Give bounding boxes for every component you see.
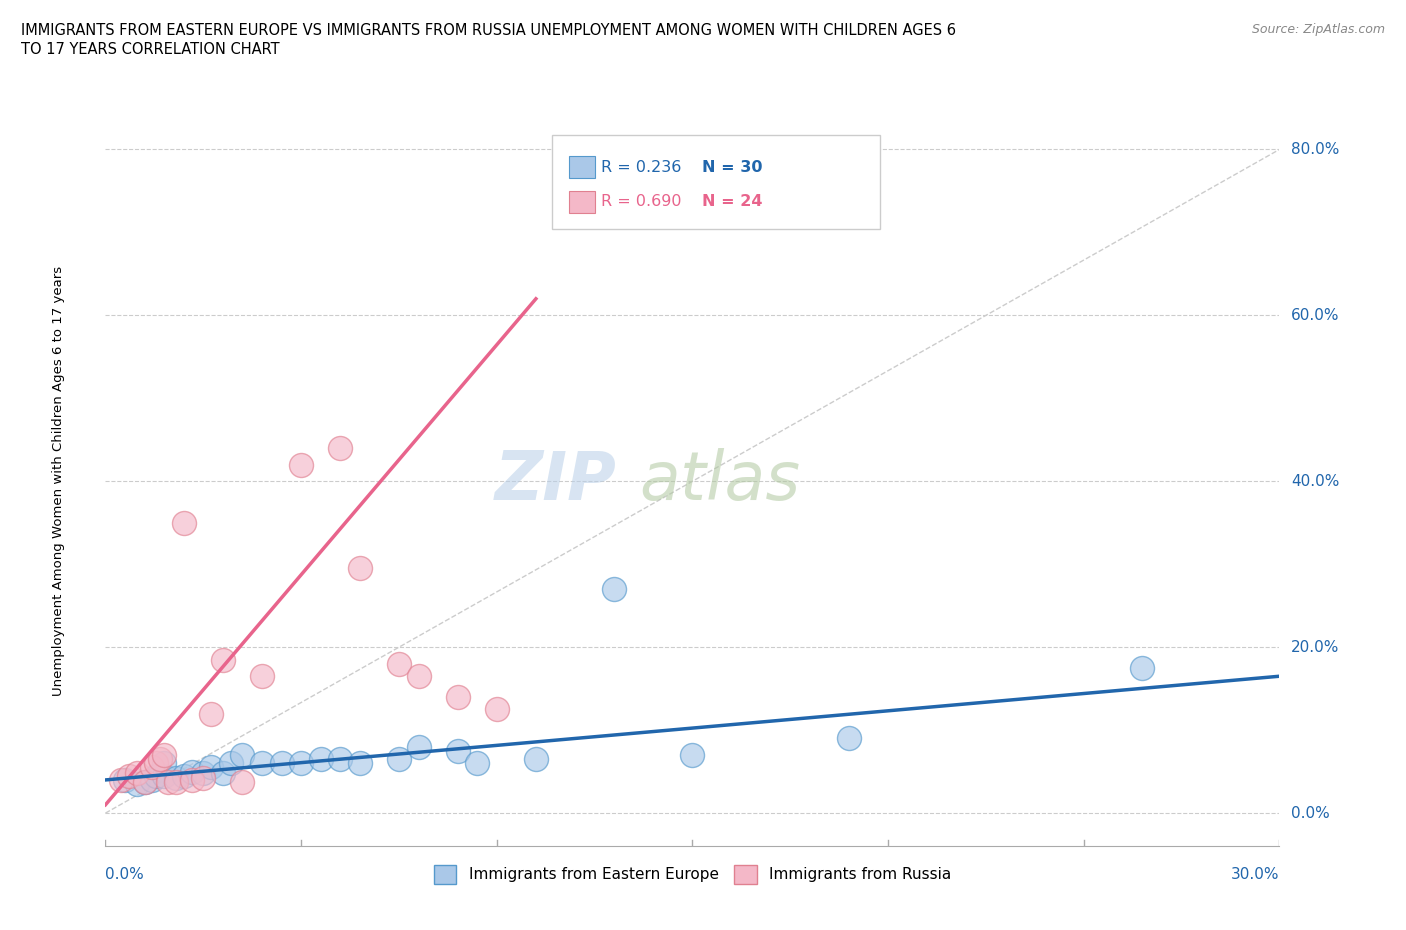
FancyBboxPatch shape: [551, 135, 880, 230]
Point: [408, 739, 430, 754]
Point: [110, 773, 132, 788]
Point: [153, 768, 176, 783]
Text: Source: ZipAtlas.com: Source: ZipAtlas.com: [1251, 23, 1385, 36]
Point: [250, 669, 273, 684]
Point: [388, 657, 411, 671]
Text: 80.0%: 80.0%: [1291, 142, 1340, 157]
Text: 40.0%: 40.0%: [1291, 473, 1340, 489]
Point: [349, 561, 371, 576]
Bar: [569, 156, 595, 179]
Point: [153, 756, 176, 771]
Text: N = 30: N = 30: [702, 160, 762, 175]
Point: [141, 760, 163, 775]
Text: N = 24: N = 24: [702, 194, 762, 209]
Point: [408, 669, 430, 684]
Point: [231, 774, 253, 789]
Point: [309, 751, 332, 766]
Point: [157, 774, 180, 789]
Point: [682, 748, 704, 763]
Point: [125, 777, 148, 791]
Point: [329, 441, 352, 456]
Point: [180, 764, 202, 779]
Point: [173, 768, 195, 783]
Text: 60.0%: 60.0%: [1291, 308, 1340, 323]
Point: [125, 766, 148, 781]
Point: [388, 751, 411, 766]
Point: [134, 774, 156, 789]
Point: [524, 751, 547, 766]
Point: [447, 743, 470, 758]
Text: TO 17 YEARS CORRELATION CHART: TO 17 YEARS CORRELATION CHART: [21, 42, 280, 57]
Point: [145, 756, 167, 771]
Point: [173, 515, 195, 530]
Text: atlas: atlas: [640, 448, 801, 514]
Text: R = 0.690: R = 0.690: [600, 194, 682, 209]
Point: [200, 706, 222, 721]
Point: [165, 771, 187, 786]
Point: [329, 751, 352, 766]
Point: [141, 773, 163, 788]
Point: [134, 774, 156, 789]
Point: [180, 773, 202, 788]
Point: [603, 581, 626, 596]
Point: [447, 689, 470, 704]
Point: [465, 756, 488, 771]
Point: [290, 458, 312, 472]
Text: ZIP: ZIP: [495, 448, 616, 514]
Legend: Immigrants from Eastern Europe, Immigrants from Russia: Immigrants from Eastern Europe, Immigran…: [427, 859, 957, 890]
Point: [149, 751, 172, 766]
Point: [250, 756, 273, 771]
Point: [153, 748, 176, 763]
Point: [200, 760, 222, 775]
Point: [145, 768, 167, 783]
Point: [193, 766, 215, 781]
Point: [1132, 660, 1154, 675]
Text: 0.0%: 0.0%: [1291, 805, 1330, 820]
Point: [270, 756, 292, 771]
Point: [219, 756, 242, 771]
Text: Unemployment Among Women with Children Ages 6 to 17 years: Unemployment Among Women with Children A…: [52, 266, 65, 697]
Point: [349, 756, 371, 771]
Point: [193, 771, 215, 786]
Text: 0.0%: 0.0%: [105, 867, 145, 882]
Point: [290, 756, 312, 771]
Text: 20.0%: 20.0%: [1291, 640, 1340, 655]
Text: IMMIGRANTS FROM EASTERN EUROPE VS IMMIGRANTS FROM RUSSIA UNEMPLOYMENT AMONG WOME: IMMIGRANTS FROM EASTERN EUROPE VS IMMIGR…: [21, 23, 956, 38]
Point: [211, 652, 233, 667]
Point: [118, 768, 141, 783]
Text: R = 0.236: R = 0.236: [600, 160, 682, 175]
Point: [838, 731, 860, 746]
Point: [114, 773, 136, 788]
Point: [485, 702, 508, 717]
Bar: [569, 191, 595, 213]
Point: [211, 766, 233, 781]
Point: [165, 774, 187, 789]
Point: [231, 748, 253, 763]
Text: 30.0%: 30.0%: [1232, 867, 1279, 882]
